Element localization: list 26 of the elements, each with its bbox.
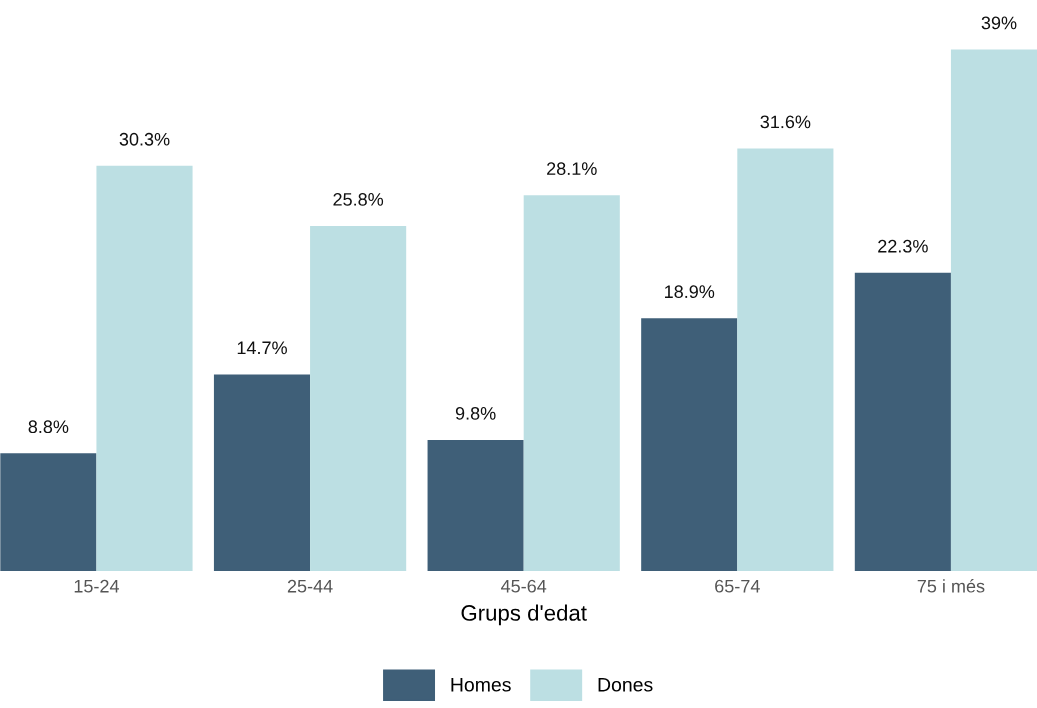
data-label: 30.3% bbox=[119, 132, 170, 146]
data-label: 39% bbox=[981, 16, 1017, 30]
data-label: 18.9% bbox=[665, 285, 715, 299]
legend-label: Homes bbox=[451, 678, 511, 692]
legend-label: Dones bbox=[598, 678, 653, 692]
x-tick-label: 65-74 bbox=[715, 579, 760, 593]
bar bbox=[427, 439, 524, 571]
bar bbox=[96, 165, 193, 571]
bar bbox=[523, 195, 620, 571]
data-label: 28.1% bbox=[547, 162, 597, 176]
bar bbox=[641, 318, 738, 571]
x-axis-title: Grups d'edat bbox=[461, 604, 587, 626]
data-label: 25.8% bbox=[333, 193, 384, 206]
bar bbox=[310, 226, 407, 571]
bar bbox=[0, 453, 97, 571]
bar bbox=[737, 148, 834, 571]
x-tick-label: 75 i més bbox=[917, 579, 985, 593]
data-label: 9.8% bbox=[455, 406, 496, 420]
data-label: 22.3% bbox=[878, 239, 928, 253]
data-label: 31.6% bbox=[760, 115, 811, 129]
data-label: 14.7% bbox=[237, 341, 287, 355]
x-tick-label: 15-24 bbox=[74, 579, 119, 593]
x-tick-label: 25-44 bbox=[287, 579, 333, 593]
bar bbox=[213, 374, 311, 571]
x-tick-label: 45-64 bbox=[501, 579, 547, 593]
data-label: 8.8% bbox=[28, 420, 69, 434]
